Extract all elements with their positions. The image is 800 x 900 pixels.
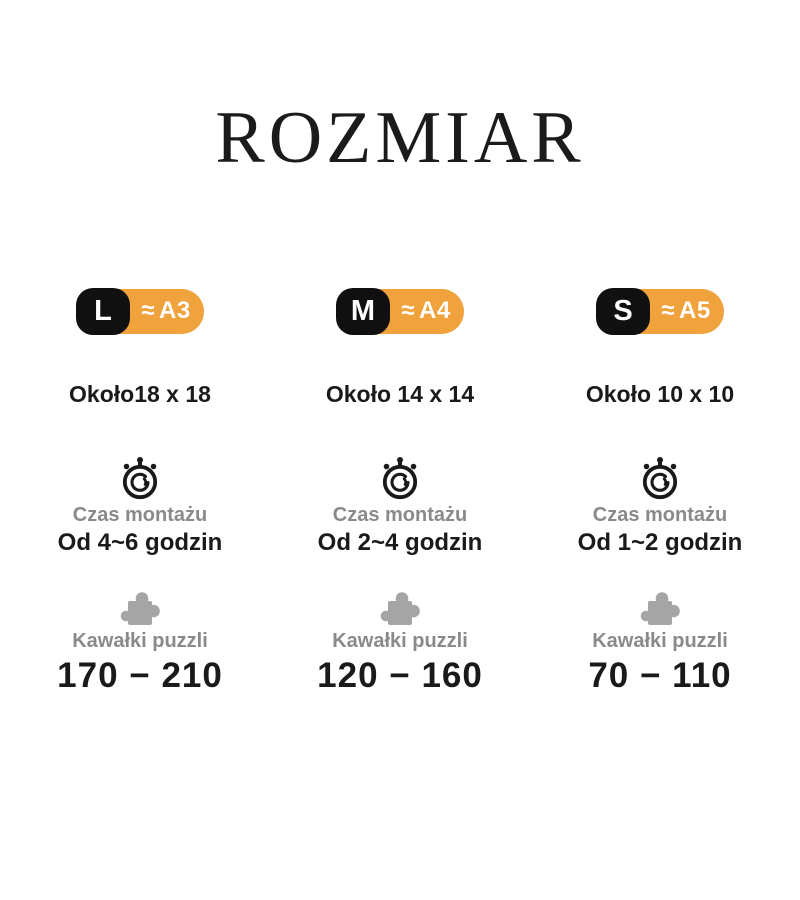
puzzle-piece-icon	[380, 591, 420, 625]
pieces-count-label: Kawałki puzzli	[332, 629, 468, 652]
pieces-count-value: 70 − 110	[588, 655, 732, 695]
dimensions-text: Około18 x 18	[69, 380, 211, 407]
size-comparison-grid: ≈ A3 L Około18 x 18 Czas montażu Od 4~6 …	[10, 287, 790, 696]
paper-size-label: ≈ A4	[388, 288, 464, 335]
approx-icon: ≈	[141, 297, 155, 325]
approx-icon: ≈	[401, 297, 415, 325]
puzzle-piece-icon	[640, 591, 680, 625]
dimensions-text: Około 14 x 14	[325, 380, 475, 407]
size-badge: ≈ A3 L	[76, 287, 204, 335]
size-column-large: ≈ A3 L Około18 x 18 Czas montażu Od 4~6 …	[10, 287, 270, 696]
dimensions-text: Około 10 x 10	[585, 380, 735, 407]
assembly-time-label: Czas montażu	[592, 503, 728, 526]
size-letter: M	[336, 287, 390, 335]
size-letter: L	[76, 287, 130, 335]
paper-size-text: A5	[678, 297, 711, 325]
assembly-time-value: Od 1~2 godzin	[577, 528, 743, 556]
puzzle-piece-icon	[120, 591, 160, 625]
pieces-count-value: 120 − 160	[317, 655, 483, 695]
size-badge: ≈ A5 S	[596, 287, 724, 335]
size-letter: S	[596, 287, 650, 335]
assembly-time-label: Czas montażu	[332, 503, 468, 526]
paper-size-label: ≈ A5	[648, 288, 724, 335]
assembly-time-value: Od 4~6 godzin	[57, 528, 223, 556]
size-column-small: ≈ A5 S Około 10 x 10 Czas montażu Od 1~2…	[530, 287, 790, 696]
size-column-medium: ≈ A4 M Około 14 x 14 Czas montażu Od 2~4…	[270, 287, 530, 696]
stopwatch-icon	[642, 456, 678, 499]
paper-size-label: ≈ A3	[128, 288, 204, 335]
assembly-time-value: Od 2~4 godzin	[317, 528, 483, 556]
paper-size-text: A4	[418, 297, 451, 325]
pieces-count-label: Kawałki puzzli	[592, 629, 728, 652]
assembly-time-label: Czas montażu	[72, 503, 208, 526]
stopwatch-icon	[382, 456, 418, 499]
paper-size-text: A3	[158, 297, 191, 325]
approx-icon: ≈	[661, 297, 675, 325]
stopwatch-icon	[122, 456, 158, 499]
pieces-count-label: Kawałki puzzli	[72, 629, 208, 652]
pieces-count-value: 170 − 210	[57, 655, 223, 695]
size-badge: ≈ A4 M	[336, 287, 464, 335]
page-title: ROZMIAR	[215, 97, 585, 179]
